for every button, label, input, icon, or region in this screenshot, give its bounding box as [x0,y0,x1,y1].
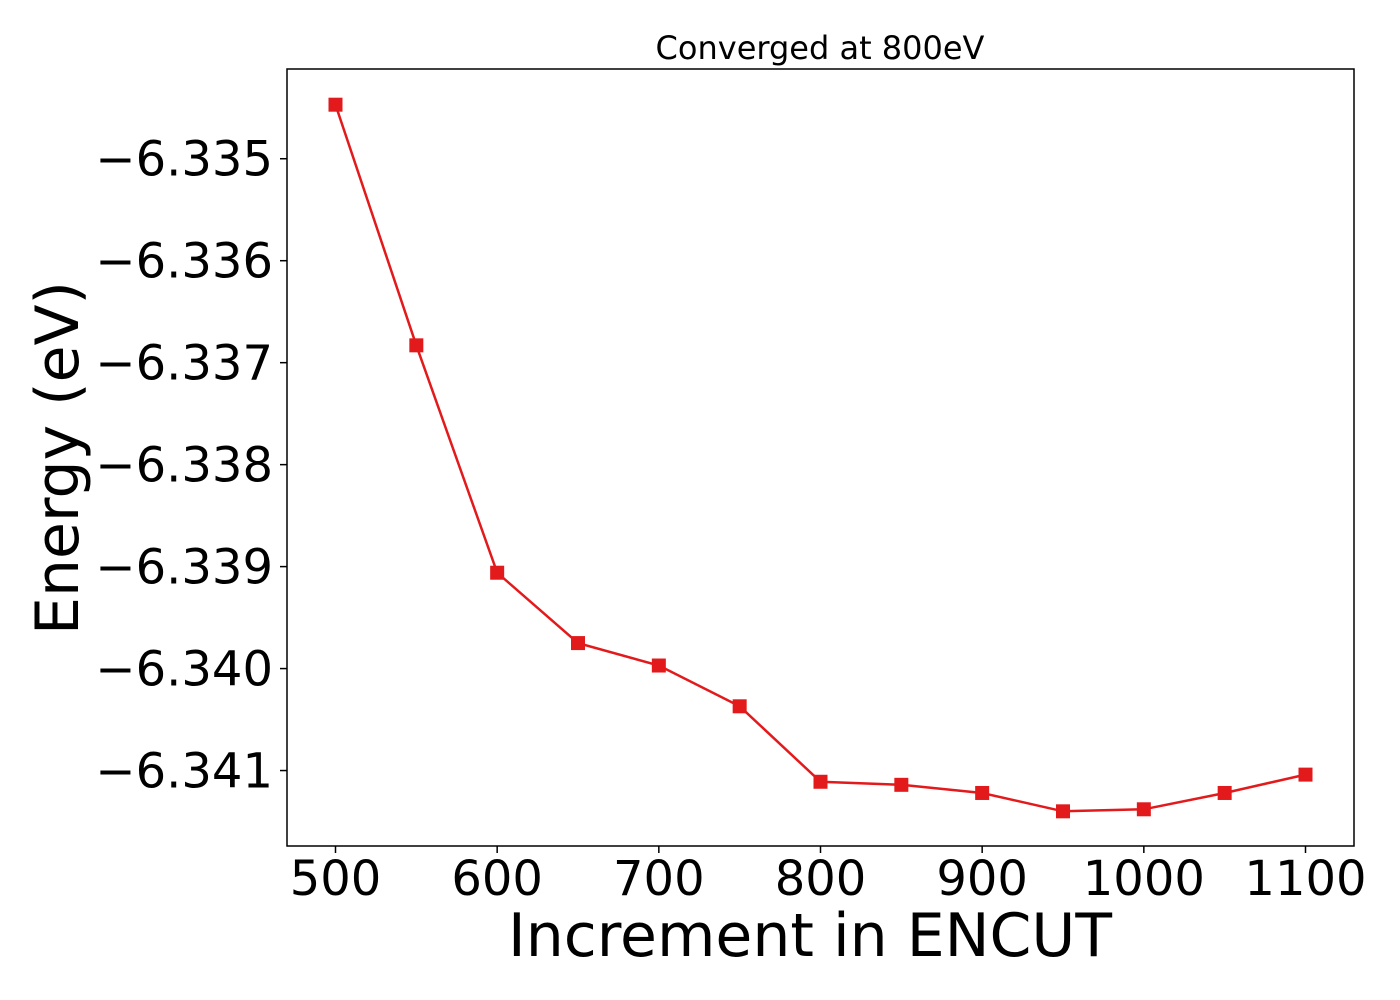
x-axis-ticks: 500 600 700 800 900 1000 1100 [290,846,1367,907]
y-tick-label: −6.335 [95,132,273,188]
chart-title: Converged at 800eV [656,29,985,67]
data-point-marker [732,699,747,714]
y-tick-label: −6.336 [95,234,273,290]
y-tick-label: −6.340 [95,642,273,698]
x-tick-label: 1000 [1083,851,1205,907]
data-point-marker [651,658,666,673]
data-point-marker [1136,802,1151,817]
x-tick-label: 500 [290,851,382,907]
data-point-marker [975,785,990,800]
y-axis-ticks: −6.335 −6.336 −6.337 −6.338 −6.339 −6.340 −6.3… [95,132,287,800]
x-tick-label: 700 [613,851,705,907]
x-tick-label: 1100 [1244,851,1366,907]
y-tick-label: −6.338 [95,438,273,494]
plot-area-frame [286,68,1355,847]
data-point-marker [1217,785,1232,800]
y-tick-label: −6.337 [95,336,273,392]
y-tick-label: −6.339 [95,540,273,596]
data-point-marker [894,777,909,792]
x-axis-label: Increment in ENCUT [508,901,1112,971]
data-point-marker [1298,767,1313,782]
data-point-marker [813,774,828,789]
data-point-marker [571,636,585,651]
data-point-marker [490,565,505,580]
data-point-marker [409,338,424,353]
series-line [334,104,1306,813]
y-axis-label: Energy (eV) [23,281,93,635]
x-tick-label: 900 [936,851,1028,907]
data-point-marker [1056,804,1070,819]
series-layer [328,97,1313,819]
data-point-marker [328,97,343,112]
x-tick-label: 600 [451,851,543,907]
x-tick-label: 800 [775,851,867,907]
y-tick-label: −6.341 [95,744,273,800]
